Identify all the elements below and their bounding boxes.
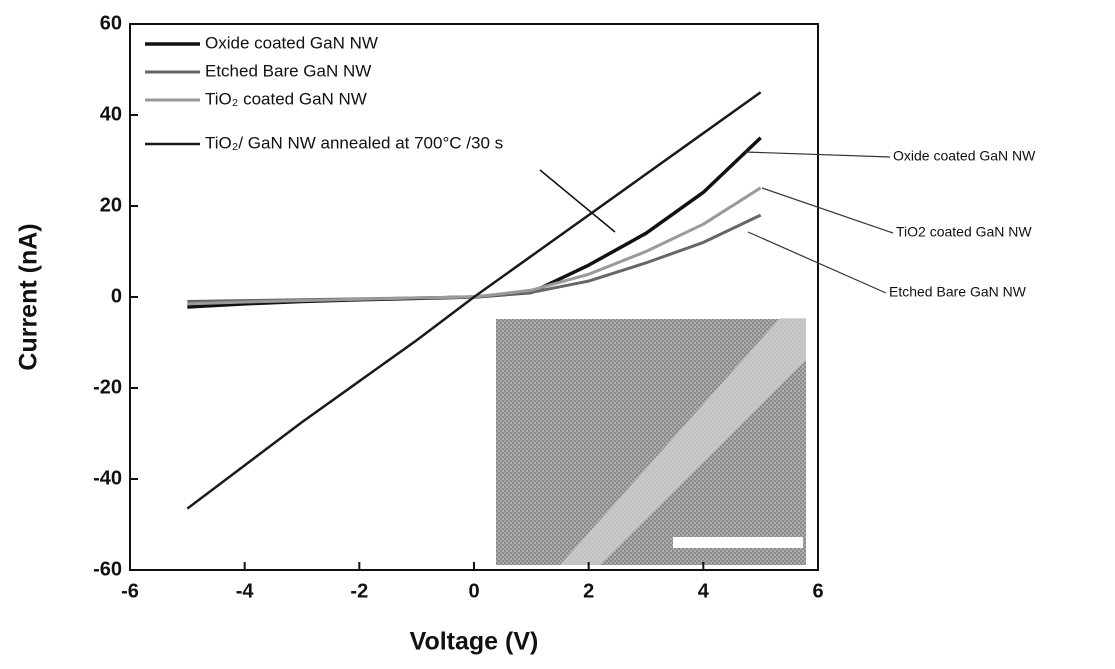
- y-tick-label: -20: [93, 376, 122, 398]
- y-tick-label: 0: [111, 285, 122, 307]
- legend-label: Oxide coated GaN NW: [205, 33, 378, 52]
- annotation: Etched Bare GaN NW: [889, 284, 1027, 300]
- x-tick-label: -2: [350, 580, 368, 602]
- series-line: [186, 91, 762, 510]
- y-tick-label: -40: [93, 467, 122, 489]
- legend-label: TiO₂ coated GaN NW: [205, 89, 367, 108]
- series-line: [187, 136, 762, 309]
- scale-bar: [673, 537, 803, 548]
- legend-leader: [539, 169, 616, 233]
- x-tick-label: 2: [583, 580, 594, 602]
- legend-label: TiO₂/ GaN NW annealed at 700°C /30 s: [205, 133, 503, 152]
- x-tick-label: 0: [468, 580, 479, 602]
- annotation: TiO2 coated GaN NW: [896, 224, 1032, 240]
- x-tick-label: 6: [812, 580, 823, 602]
- annotation-leader: [744, 151, 891, 158]
- y-tick-label: 20: [100, 194, 122, 216]
- inset-image: [496, 318, 806, 565]
- annotation-leader: [747, 231, 887, 294]
- series-line: [187, 213, 762, 304]
- x-tick-label: -6: [121, 580, 139, 602]
- y-tick-label: 60: [100, 12, 122, 34]
- annotation: Oxide coated GaN NW: [893, 148, 1036, 164]
- y-axis-title: Current (nA): [15, 223, 43, 370]
- y-tick-label: 40: [100, 103, 122, 125]
- x-axis-title: Voltage (V): [410, 628, 539, 656]
- x-tick-label: 4: [698, 580, 710, 602]
- series-line: [187, 186, 762, 306]
- y-tick-label: -60: [93, 558, 122, 580]
- legend-label: Etched Bare GaN NW: [205, 61, 371, 80]
- annotation-leader: [761, 187, 894, 234]
- x-tick-label: -4: [236, 580, 255, 602]
